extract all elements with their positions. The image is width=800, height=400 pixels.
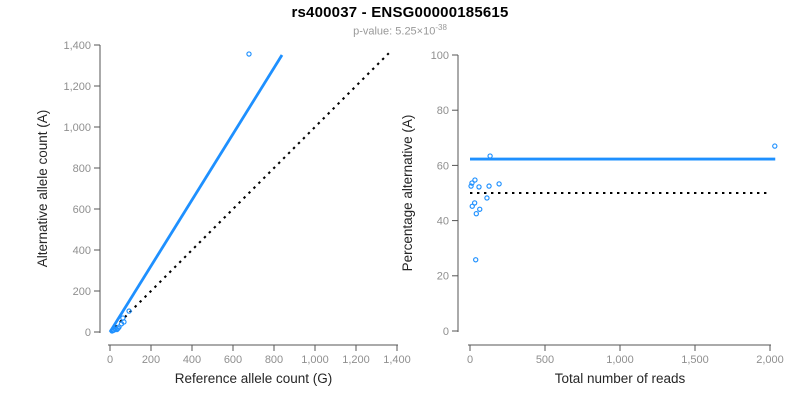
- pvalue-text: p-value: 5.25×10: [353, 25, 436, 38]
- y-tick-label: 40: [437, 215, 449, 227]
- data-point: [772, 143, 778, 149]
- right-scatter-panel: 0 20 40 60 80 100 0 500 1,000 1,500 2,000 Total num…: [400, 50, 784, 386]
- y-tick-label: 200: [73, 286, 91, 298]
- y-tick-label: 0: [443, 326, 449, 338]
- data-point: [126, 308, 132, 314]
- figure-title: rs400037 - ENSG00000185615: [291, 4, 509, 21]
- data-point: [476, 184, 482, 190]
- y-tick-label: 400: [73, 245, 91, 257]
- data-point: [468, 183, 474, 189]
- x-tick-label: 800: [265, 354, 283, 366]
- x-axis-title: Reference allele count (G): [175, 371, 333, 386]
- x-tick-label: 0: [107, 354, 113, 366]
- pvalue-exponent: -38: [435, 23, 447, 32]
- data-point: [496, 181, 502, 187]
- data-point: [473, 211, 479, 217]
- x-tick-label: 200: [142, 354, 160, 366]
- y-tick-label: 100: [431, 50, 449, 62]
- y-tick-label: 1,200: [63, 81, 91, 93]
- y-tick-label: 20: [437, 271, 449, 283]
- y-axis-title: Percentage alternative (A): [400, 115, 415, 272]
- left-scatter-panel: 0 200 400 600 800 1,000 1,200 1,400 0 200 400 600 80…: [35, 40, 411, 386]
- data-point: [120, 315, 126, 321]
- x-tick-label: 600: [224, 354, 242, 366]
- x-tick-label: 1,500: [681, 354, 709, 366]
- x-tick-label: 1,200: [342, 354, 370, 366]
- figure-subtitle-pvalue: p-value: 5.25×10-38: [0, 23, 800, 38]
- data-point: [246, 51, 252, 57]
- x-tick-label: 0: [467, 354, 473, 366]
- data-point: [484, 195, 490, 201]
- y-tick-label: 1,400: [63, 40, 91, 52]
- data-point: [472, 177, 478, 183]
- x-tick-label: 500: [536, 354, 554, 366]
- fit-line: [108, 54, 284, 333]
- data-point: [471, 200, 478, 206]
- data-point: [116, 324, 122, 330]
- y-tick-label: 0: [85, 327, 91, 339]
- x-tick-label: 1,000: [606, 354, 634, 366]
- y-tick-label: 1,000: [63, 122, 91, 134]
- x-tick-label: 1,400: [383, 354, 411, 366]
- y-tick-label: 800: [73, 163, 91, 175]
- y-axis-title: Alternative allele count (A): [35, 110, 50, 268]
- x-tick-label: 2,000: [756, 354, 784, 366]
- data-point: [477, 206, 483, 212]
- data-point: [469, 203, 475, 209]
- data-point: [487, 153, 493, 159]
- data-point: [469, 180, 475, 186]
- x-tick-label: 400: [183, 354, 201, 366]
- data-point: [486, 183, 492, 189]
- y-tick-label: 80: [437, 105, 449, 117]
- identity-line: [109, 52, 390, 333]
- y-tick-label: 600: [73, 204, 91, 216]
- y-tick-label: 60: [437, 160, 449, 172]
- x-tick-label: 1,000: [301, 354, 329, 366]
- x-axis-title: Total number of reads: [555, 371, 686, 386]
- data-point: [473, 257, 479, 263]
